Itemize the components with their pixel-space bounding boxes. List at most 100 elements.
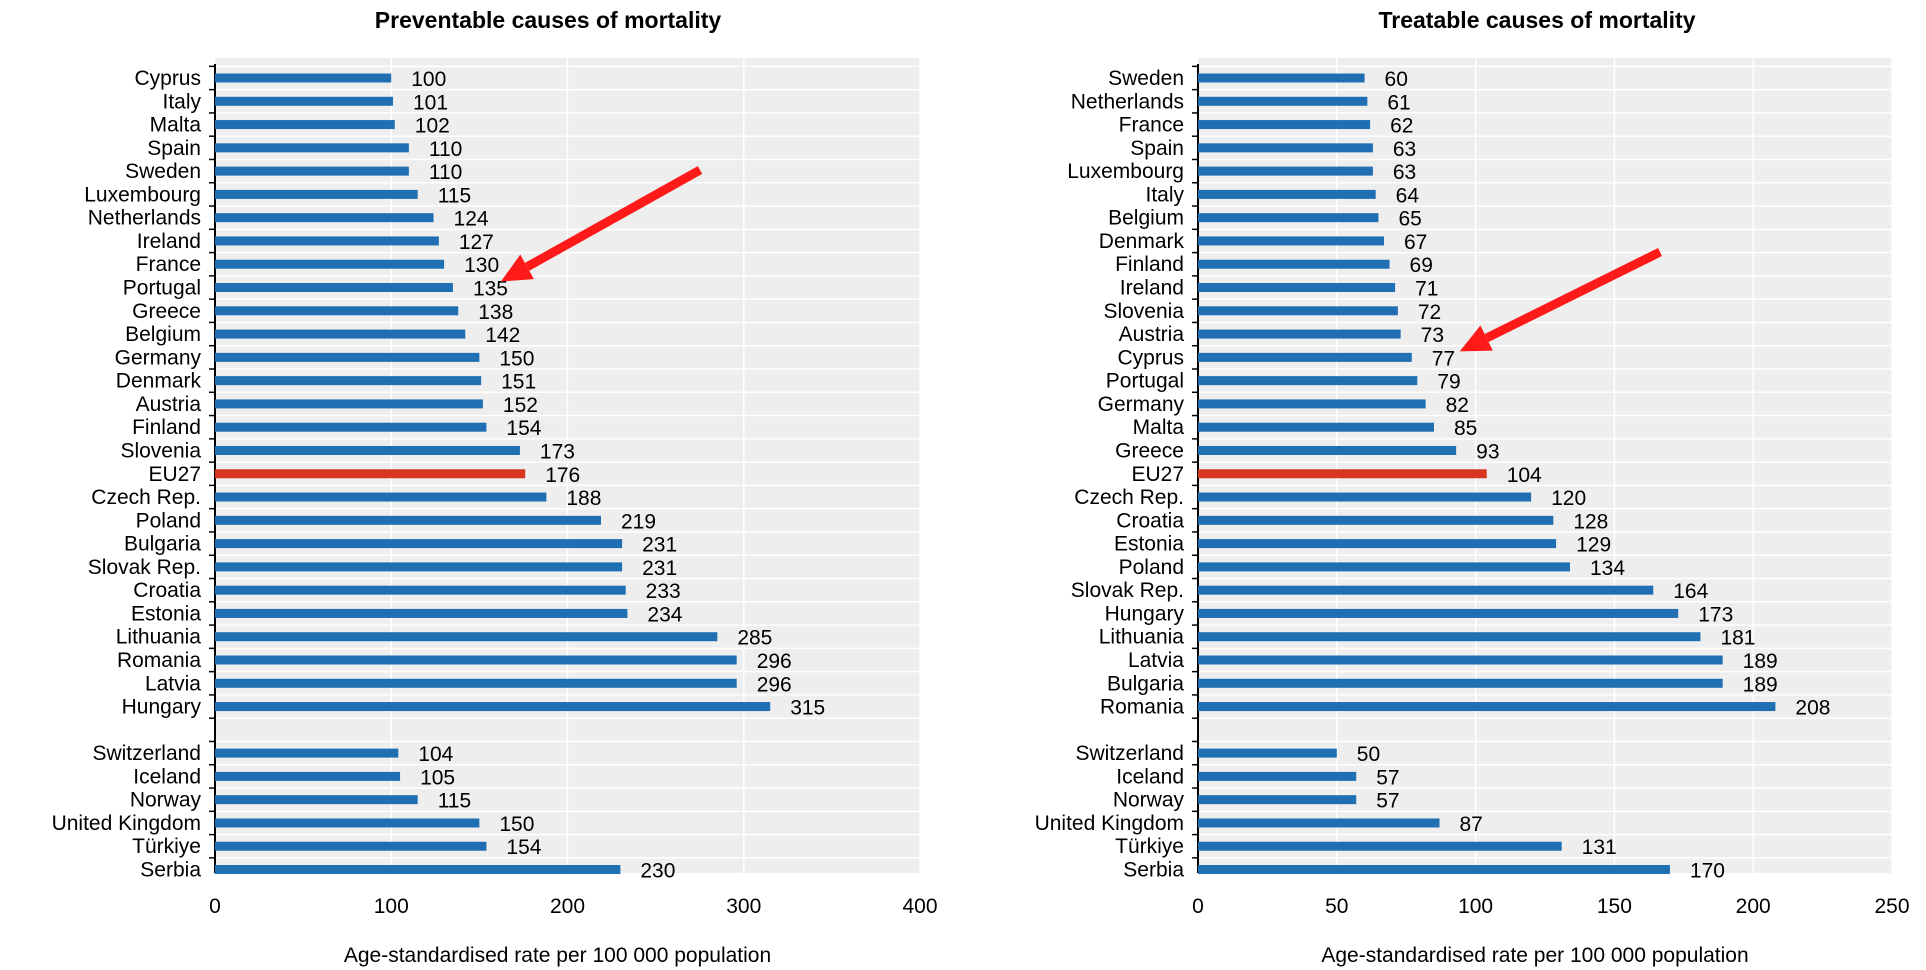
category-label-netherlands: Netherlands [1071, 90, 1184, 113]
bar-united-kingdom [1198, 818, 1440, 828]
category-label-malta: Malta [1133, 416, 1185, 439]
bar-serbia [1198, 865, 1670, 875]
value-label-finland: 154 [506, 417, 541, 440]
value-label-portugal: 79 [1437, 371, 1460, 394]
value-label-switzerland: 50 [1357, 743, 1380, 766]
category-label-latvia: Latvia [145, 672, 201, 695]
category-label-iceland: Iceland [1116, 765, 1184, 788]
category-label-croatia: Croatia [1116, 509, 1184, 532]
value-label-slovak-rep: 231 [642, 557, 677, 580]
bar-austria [1198, 329, 1401, 339]
value-label-slovak-rep: 164 [1673, 580, 1708, 603]
bar-sweden [1198, 73, 1365, 83]
category-label-united-kingdom: United Kingdom [1035, 812, 1184, 835]
category-label-eu27: EU27 [1131, 463, 1184, 486]
value-label-czech-rep: 120 [1551, 487, 1586, 510]
category-label-austria: Austria [136, 393, 202, 416]
category-label-united-kingdom: United Kingdom [52, 812, 201, 835]
category-label-czech-rep: Czech Rep. [91, 486, 201, 509]
bar-ireland [215, 236, 439, 246]
value-label-greece: 138 [478, 301, 513, 324]
x-tick-label: 200 [550, 895, 585, 918]
category-label-norway: Norway [1113, 789, 1185, 812]
category-label-switzerland: Switzerland [92, 742, 201, 765]
chart-title: Treatable causes of mortality [1378, 7, 1695, 33]
bar-france [1198, 120, 1371, 130]
value-label-austria: 73 [1421, 324, 1444, 347]
value-label-luxembourg: 115 [438, 184, 471, 207]
bar-eu27 [1198, 469, 1487, 479]
value-label-malta: 85 [1454, 417, 1477, 440]
category-label-luxembourg: Luxembourg [1067, 160, 1184, 183]
category-label-estonia: Estonia [1114, 533, 1184, 556]
category-label-greece: Greece [132, 300, 201, 323]
bar-bulgaria [1198, 678, 1723, 688]
category-label-belgium: Belgium [125, 323, 201, 346]
category-label-slovak-rep: Slovak Rep. [1071, 579, 1184, 602]
value-label-luxembourg: 63 [1393, 161, 1416, 184]
bar-italy [1198, 189, 1376, 199]
bar-switzerland [215, 748, 399, 758]
bar-latvia [215, 678, 737, 688]
value-label-turkiye: 131 [1582, 836, 1617, 859]
category-label-germany: Germany [115, 346, 202, 369]
value-label-portugal: 135 [473, 278, 508, 301]
bar-czech-rep [215, 492, 547, 502]
value-label-estonia: 129 [1576, 534, 1611, 557]
value-label-lithuania: 181 [1720, 627, 1755, 650]
bar-united-kingdom [215, 818, 480, 828]
category-label-hungary: Hungary [122, 696, 202, 719]
category-label-slovenia: Slovenia [1103, 300, 1184, 323]
category-label-estonia: Estonia [131, 602, 201, 625]
category-label-sweden: Sweden [1108, 67, 1184, 90]
x-tick-label: 0 [1192, 895, 1204, 918]
bar-malta [1198, 422, 1434, 432]
category-label-cyprus: Cyprus [134, 67, 201, 90]
bar-slovenia [215, 445, 520, 455]
value-label-eu27: 176 [545, 464, 580, 487]
category-label-cyprus: Cyprus [1117, 346, 1184, 369]
bar-hungary [215, 702, 771, 712]
bar-poland [1198, 562, 1570, 572]
bar-slovenia [1198, 306, 1398, 316]
bar-norway [1198, 795, 1357, 805]
value-label-croatia: 128 [1573, 510, 1608, 533]
value-label-austria: 152 [503, 394, 538, 417]
bar-romania [215, 655, 737, 665]
preventable-mortality-chart: Preventable causes of mortality Cyprus 100… [52, 7, 938, 967]
value-label-italy: 101 [413, 91, 448, 114]
treatable-mortality-chart: Treatable causes of mortality Sweden 60 Net… [1035, 7, 1910, 967]
bar-croatia [215, 585, 626, 595]
value-label-germany: 150 [499, 347, 534, 370]
category-label-portugal: Portugal [1106, 370, 1184, 393]
category-label-spain: Spain [1130, 137, 1184, 160]
chart-title: Preventable causes of mortality [375, 7, 722, 33]
bar-luxembourg [215, 189, 418, 199]
value-label-latvia: 189 [1743, 650, 1778, 673]
value-label-finland: 69 [1410, 254, 1433, 277]
category-label-france: France [136, 253, 201, 276]
bar-turkiye [1198, 841, 1562, 851]
value-label-norway: 115 [438, 790, 471, 813]
value-label-spain: 110 [429, 138, 462, 161]
value-label-turkiye: 154 [506, 836, 541, 859]
category-label-serbia: Serbia [140, 859, 201, 882]
category-label-lithuania: Lithuania [1099, 626, 1185, 649]
x-axis-label: Age-standardised rate per 100 000 popula… [1321, 944, 1748, 967]
bar-switzerland [1198, 748, 1337, 758]
bar-netherlands [215, 213, 434, 223]
category-label-latvia: Latvia [1128, 649, 1184, 672]
bar-serbia [215, 865, 621, 875]
category-label-romania: Romania [117, 649, 201, 672]
category-label-bulgaria: Bulgaria [1107, 672, 1184, 695]
value-label-denmark: 67 [1404, 231, 1427, 254]
x-tick-label: 300 [726, 895, 761, 918]
value-label-france: 130 [464, 254, 499, 277]
bar-denmark [1198, 236, 1384, 246]
category-label-poland: Poland [1119, 556, 1184, 579]
bar-spain [1198, 143, 1373, 153]
value-label-belgium: 65 [1398, 208, 1421, 231]
x-tick-label: 150 [1597, 895, 1632, 918]
bar-belgium [1198, 213, 1379, 223]
x-tick-label: 400 [902, 895, 937, 918]
